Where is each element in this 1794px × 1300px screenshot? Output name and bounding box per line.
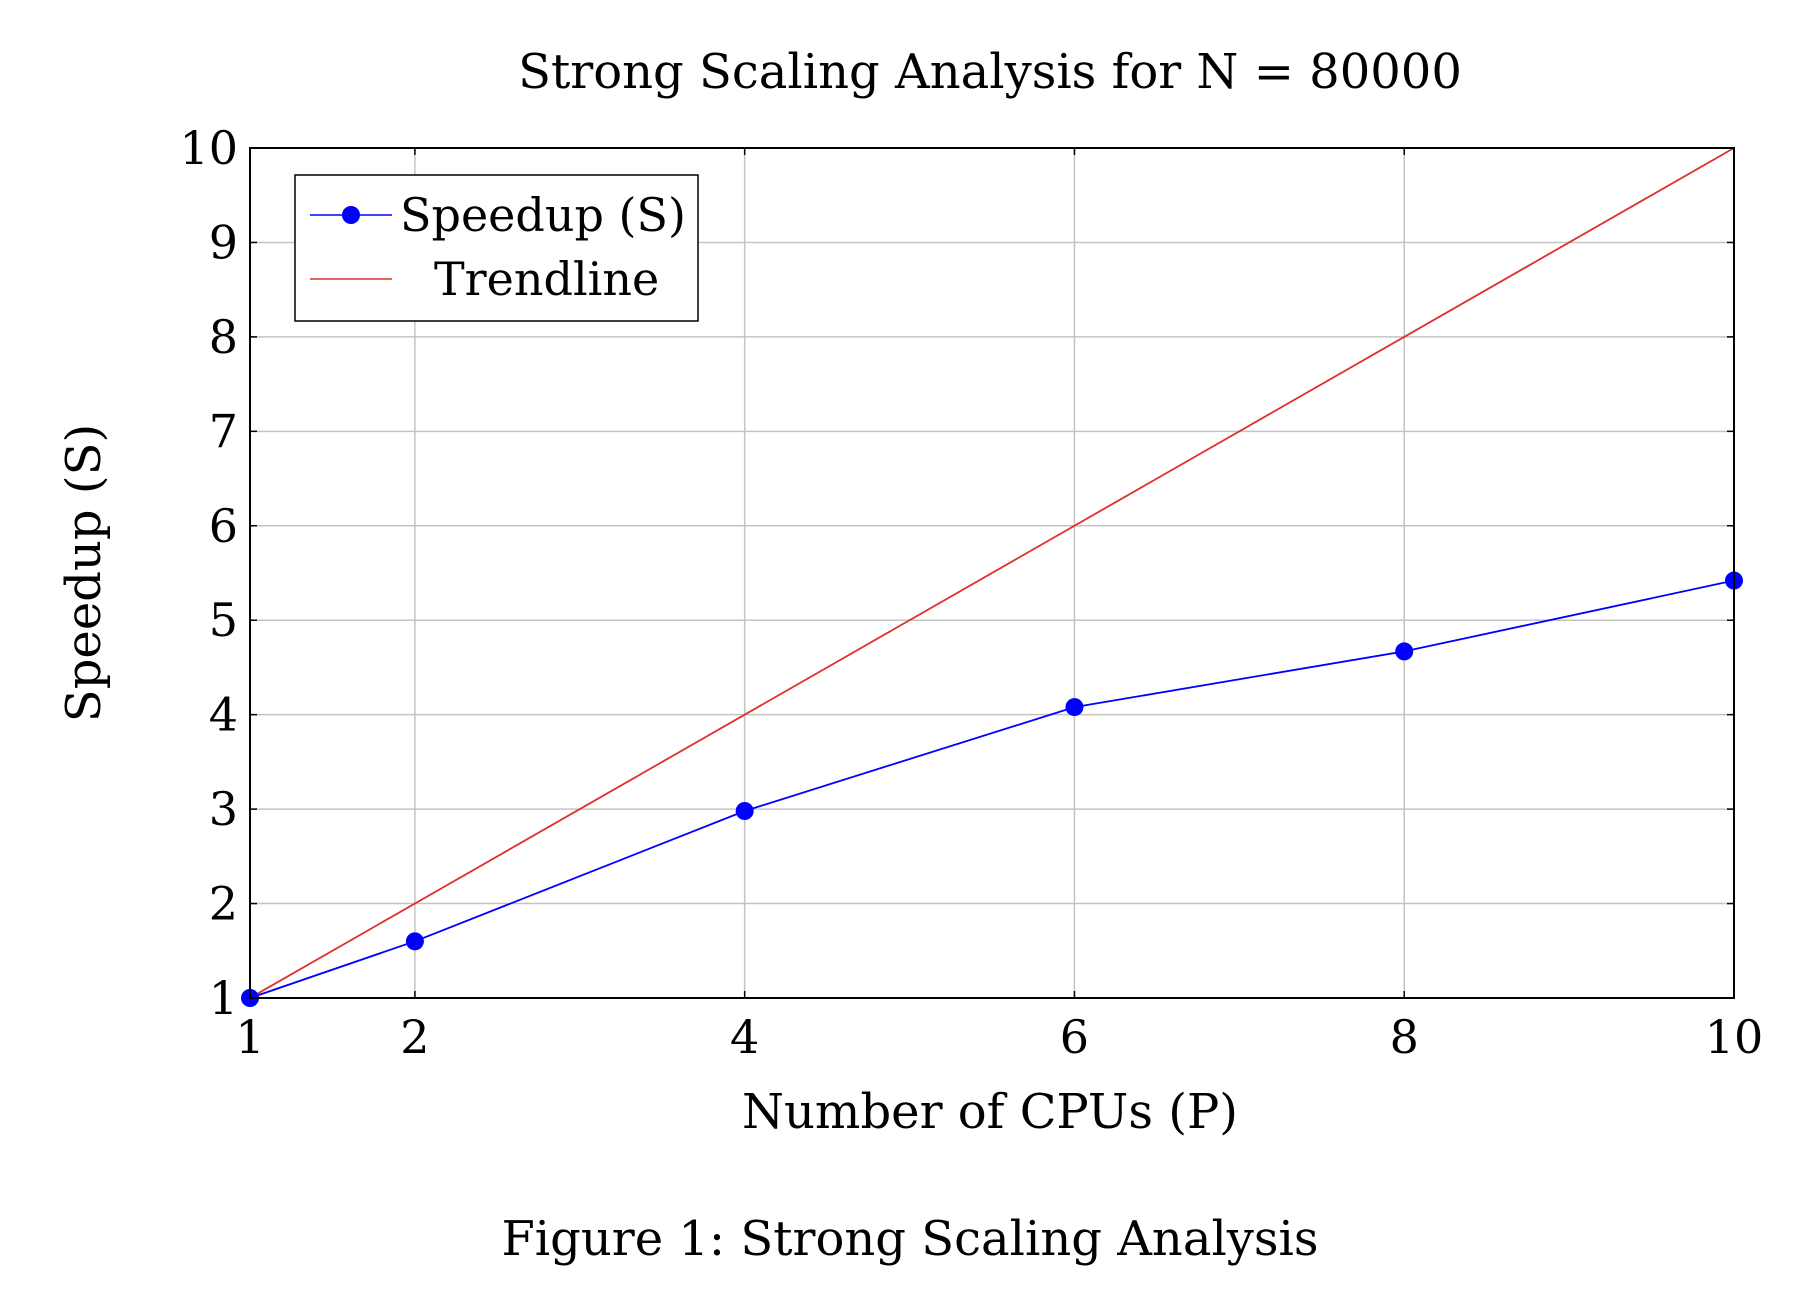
- x-tick-label: 4: [730, 1010, 759, 1064]
- y-tick-label: 6: [209, 499, 238, 553]
- legend: Speedup (S) Trendline: [294, 174, 699, 322]
- x-tick-label: 2: [400, 1010, 429, 1064]
- y-tick-label: 10: [179, 121, 238, 175]
- x-tick-label: 6: [1060, 1010, 1089, 1064]
- data-point: [1395, 642, 1414, 661]
- y-tick-label: 3: [209, 782, 238, 836]
- legend-marker-speedup: [342, 206, 360, 224]
- data-point: [735, 802, 754, 820]
- x-tick-label: 1: [235, 1010, 264, 1064]
- y-tick-label: 8: [209, 310, 238, 364]
- legend-box: [294, 174, 699, 322]
- y-ticks: 1 2 3 4 5 6 7 8 9 10: [179, 121, 1734, 1025]
- y-tick-label: 5: [209, 593, 238, 647]
- data-point: [1065, 698, 1084, 717]
- y-tick-label: 7: [209, 404, 238, 458]
- data-point: [405, 932, 424, 951]
- y-axis-label: Speedup (S): [56, 424, 112, 722]
- y-tick-label: 1: [209, 971, 238, 1025]
- x-axis-label: Number of CPUs (P): [742, 1084, 1238, 1140]
- series-line-trendline: [249, 147, 1735, 999]
- figure-caption: Figure 1: Strong Scaling Analysis: [501, 1211, 1318, 1267]
- series-line-speedup-s: [249, 579, 1735, 999]
- y-tick-label: 4: [209, 688, 238, 742]
- legend-label-trendline: Trendline: [434, 252, 659, 306]
- chart-title: Strong Scaling Analysis for N = 80000: [518, 44, 1462, 100]
- y-tick-label: 2: [209, 877, 238, 931]
- y-tick-label: 9: [209, 215, 238, 269]
- plot-frame: [249, 147, 1735, 999]
- legend-label-speedup: Speedup (S): [400, 188, 686, 242]
- series-layer: [241, 147, 1743, 1007]
- x-tick-label: 8: [1390, 1010, 1419, 1064]
- x-ticks: 1 2 4 6 8 10: [235, 148, 1763, 1064]
- x-tick-label: 10: [1705, 1010, 1764, 1064]
